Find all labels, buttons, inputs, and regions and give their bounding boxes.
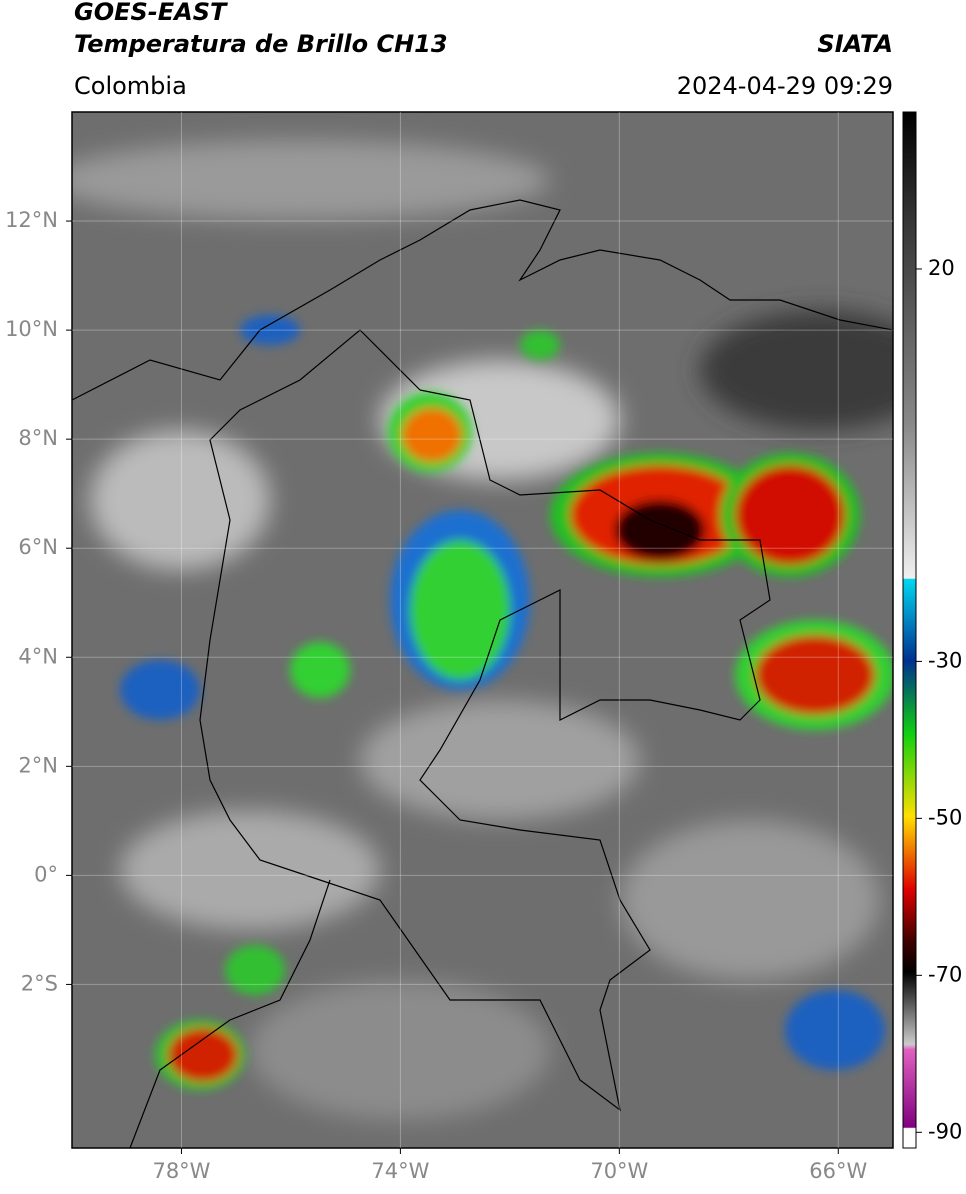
y-tick-label: 4°N (18, 644, 58, 668)
x-tick-label: 70°W (590, 1159, 648, 1183)
y-tick-label: 2°S (21, 971, 58, 995)
colorbar-tick-label: -50 (928, 805, 962, 829)
y-tick-label: 10°N (5, 317, 58, 341)
colorbar-tick-label: -70 (928, 962, 962, 986)
satellite-image (72, 112, 893, 1148)
x-tick-label: 78°W (152, 1159, 210, 1183)
source: SIATA (817, 30, 893, 58)
colorbar (902, 111, 917, 1149)
colorbar-tick-label: 20 (928, 256, 955, 280)
map-frame (71, 111, 894, 1149)
y-tick-label: 12°N (5, 208, 58, 232)
colorbar-tick-label: -90 (928, 1119, 962, 1143)
y-tick-label: 6°N (18, 535, 58, 559)
region: Colombia (74, 72, 187, 100)
y-tick-label: 8°N (18, 426, 58, 450)
timestamp: 2024-04-29 09:29 (677, 72, 893, 100)
y-tick-label: 2°N (18, 753, 58, 777)
title-line1: GOES-EAST (74, 0, 228, 26)
y-tick-label: 0° (34, 862, 58, 886)
x-tick-label: 66°W (809, 1159, 867, 1183)
x-tick-label: 74°W (371, 1159, 429, 1183)
title-line2: Temperatura de Brillo CH13 (74, 30, 448, 58)
colorbar-tick-label: -30 (928, 648, 962, 672)
